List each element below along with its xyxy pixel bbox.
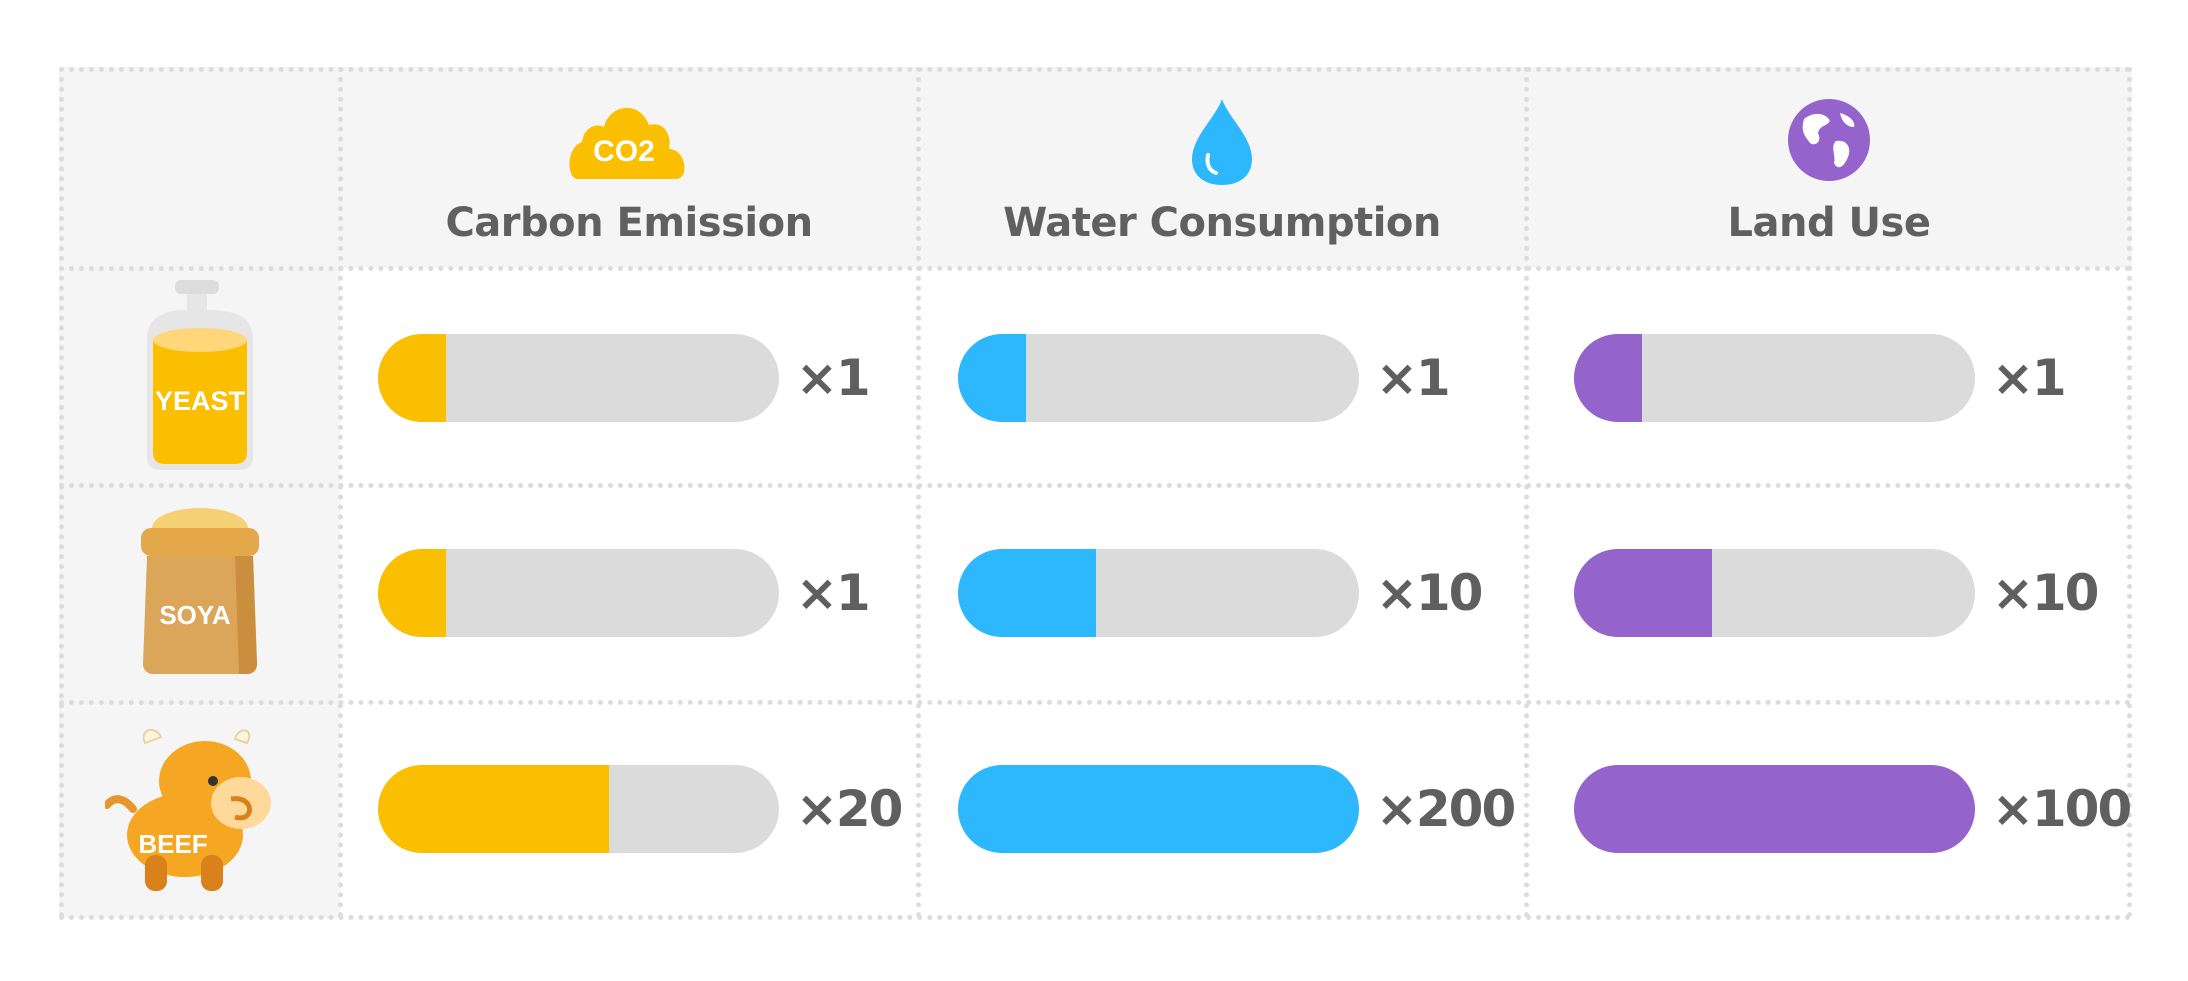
multiplier-label: ×1 [796,349,871,407]
bar-fill [1574,549,1713,637]
grid-line [59,67,64,918]
column-title: Carbon Emission [445,200,813,246]
grid-line [59,915,2132,920]
bar-fill [378,549,447,637]
svg-text:YEAST: YEAST [154,386,245,416]
comparison-table: CO2 Carbon Emission Water Consumption La… [59,67,2132,920]
bar-fill [1574,765,1975,853]
bar-fill [958,765,1359,853]
grid-line [338,67,343,918]
bar-carbon-beef [378,765,779,853]
multiplier-label: ×200 [1376,780,1516,838]
multiplier-label: ×20 [796,780,903,838]
cow-icon: BEEF [102,725,295,899]
bar-water-soya [958,549,1359,637]
header-water-consumption: Water Consumption [918,67,1526,268]
multiplier-label: ×1 [1376,349,1451,407]
grid-line [59,700,2132,705]
grid-line [59,266,2132,271]
co2-cloud-icon: CO2 [564,97,694,183]
column-title: Water Consumption [1003,200,1441,246]
bar-water-yeast [958,334,1359,422]
bar-fill [1574,334,1643,422]
multiplier-label: ×10 [1376,564,1483,622]
grid-line [2127,67,2132,918]
bar-fill [378,765,609,853]
header-row [59,67,2132,268]
column-title: Land Use [1727,200,1931,246]
bar-fill [958,549,1097,637]
yeast-bottle-icon: YEAST [135,280,265,474]
svg-text:SOYA: SOYA [159,600,231,630]
bar-land-soya [1574,549,1975,637]
soya-sack-icon: SOYA [135,504,265,678]
bar-fill [378,334,447,422]
multiplier-label: ×1 [1992,349,2067,407]
row-header-yeast: YEAST [59,268,340,485]
svg-text:CO2: CO2 [593,135,655,168]
globe-icon [1786,97,1872,187]
bar-fill [958,334,1027,422]
bar-land-beef [1574,765,1975,853]
bar-land-yeast [1574,334,1975,422]
bar-water-beef [958,765,1359,853]
multiplier-label: ×1 [796,564,871,622]
svg-text:BEEF: BEEF [138,829,207,859]
row-header-beef: BEEF [59,702,340,918]
multiplier-label: ×100 [1992,780,2132,838]
header-land-use: Land Use [1526,67,2132,268]
bar-carbon-soya [378,549,779,637]
grid-line [59,483,2132,488]
row-header-soya: SOYA [59,485,340,702]
water-drop-icon [1186,97,1258,191]
bar-carbon-yeast [378,334,779,422]
multiplier-label: ×10 [1992,564,2099,622]
grid-line [916,67,921,918]
grid-line [1524,67,1529,918]
grid-line [59,67,2132,72]
header-carbon-emission: CO2 Carbon Emission [340,67,918,268]
